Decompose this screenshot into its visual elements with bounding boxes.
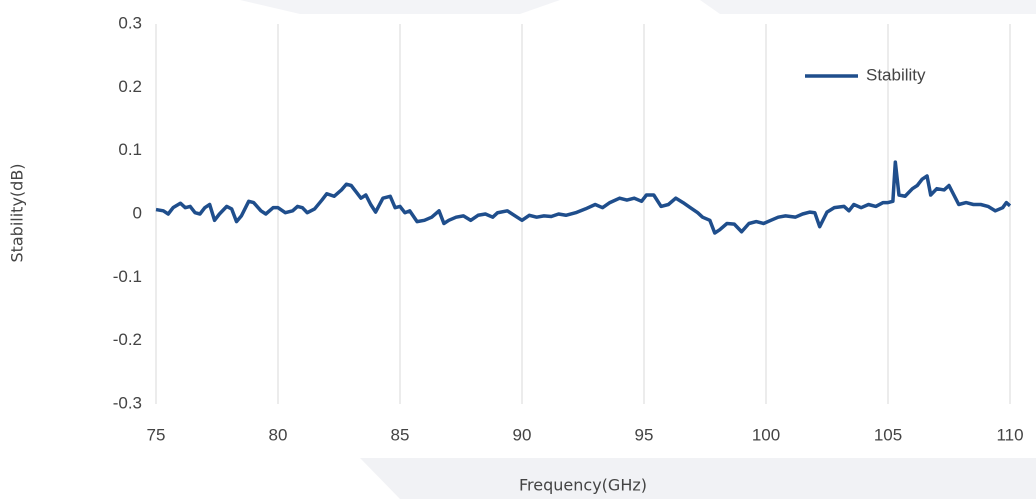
data-line (155, 160, 1012, 235)
y-axis-label: Stability(dB) (8, 163, 27, 262)
legend-label: Stability (866, 65, 926, 84)
y-tick-label: 0 (133, 203, 142, 222)
background-shape (240, 0, 560, 14)
background-shape (360, 458, 1036, 499)
x-tick-label: 75 (147, 425, 166, 444)
x-tick-label: 80 (269, 425, 288, 444)
y-tick-label: -0.1 (113, 267, 142, 286)
x-tick-label: 100 (752, 425, 780, 444)
x-tick-label: 95 (635, 425, 654, 444)
x-axis-label: Frequency(GHz) (519, 476, 647, 495)
x-tick-label: 85 (391, 425, 410, 444)
x-tick-label: 110 (996, 425, 1023, 444)
y-tick-label: 0.2 (118, 77, 142, 96)
y-tick-label: 0.3 (118, 13, 142, 32)
y-tick-label: 0.1 (118, 140, 142, 159)
y-tick-label: -0.2 (113, 330, 142, 349)
y-tick-label: -0.3 (113, 393, 142, 412)
x-tick-label: 90 (513, 425, 532, 444)
x-tick-label: 105 (874, 425, 902, 444)
background-shape (700, 0, 1036, 14)
